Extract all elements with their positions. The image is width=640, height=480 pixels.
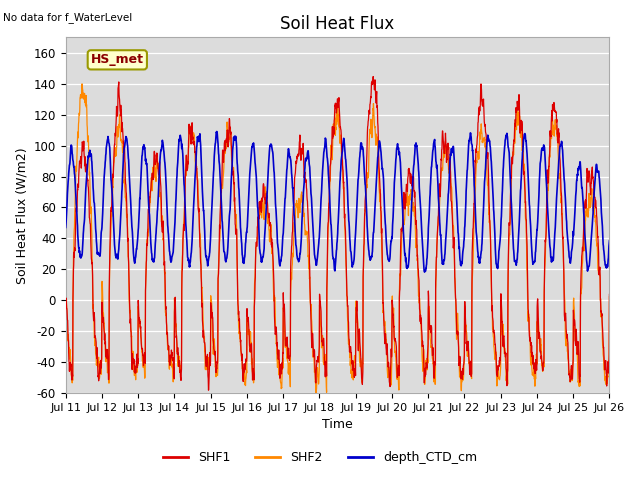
Text: HS_met: HS_met [91, 53, 144, 66]
SHF1 [365, 108, 373, 113]
X-axis label: Time: Time [322, 419, 353, 432]
Line: SHF1: SHF1 [66, 76, 609, 390]
SHF1 [353, 313, 361, 319]
depth_CTD_cm [365, 252, 373, 257]
depth_CTD_cm [573, 178, 580, 183]
Line: SHF2: SHF2 [66, 84, 609, 396]
depth_CTD_cm [353, 193, 361, 199]
SHF2 [62, 301, 70, 307]
Line: depth_CTD_cm: depth_CTD_cm [66, 132, 609, 272]
SHF1 [573, 350, 580, 356]
depth_CTD_cm [420, 269, 428, 275]
SHF2 [605, 294, 613, 300]
Title: Soil Heat Flux: Soil Heat Flux [280, 15, 395, 33]
depth_CTD_cm [214, 135, 221, 141]
SHF1 [214, 360, 221, 366]
depth_CTD_cm [605, 238, 613, 244]
depth_CTD_cm [558, 140, 566, 145]
SHF2 [365, 133, 373, 139]
SHF2 [354, 317, 362, 323]
Legend: SHF1, SHF2, depth_CTD_cm: SHF1, SHF2, depth_CTD_cm [158, 446, 482, 469]
SHF1 [558, 211, 566, 217]
SHF2 [214, 372, 221, 378]
depth_CTD_cm [62, 225, 70, 230]
SHF2 [312, 393, 320, 399]
Text: No data for f_WaterLevel: No data for f_WaterLevel [3, 12, 132, 23]
SHF1 [62, 296, 70, 302]
Y-axis label: Soil Heat Flux (W/m2): Soil Heat Flux (W/m2) [15, 147, 28, 284]
SHF2 [78, 81, 86, 87]
depth_CTD_cm [496, 240, 504, 246]
SHF1 [369, 73, 377, 79]
depth_CTD_cm [213, 129, 221, 134]
SHF2 [496, 373, 504, 379]
SHF2 [558, 211, 566, 217]
SHF1 [605, 291, 613, 297]
SHF2 [573, 351, 580, 357]
SHF1 [496, 355, 504, 360]
SHF1 [205, 387, 212, 393]
